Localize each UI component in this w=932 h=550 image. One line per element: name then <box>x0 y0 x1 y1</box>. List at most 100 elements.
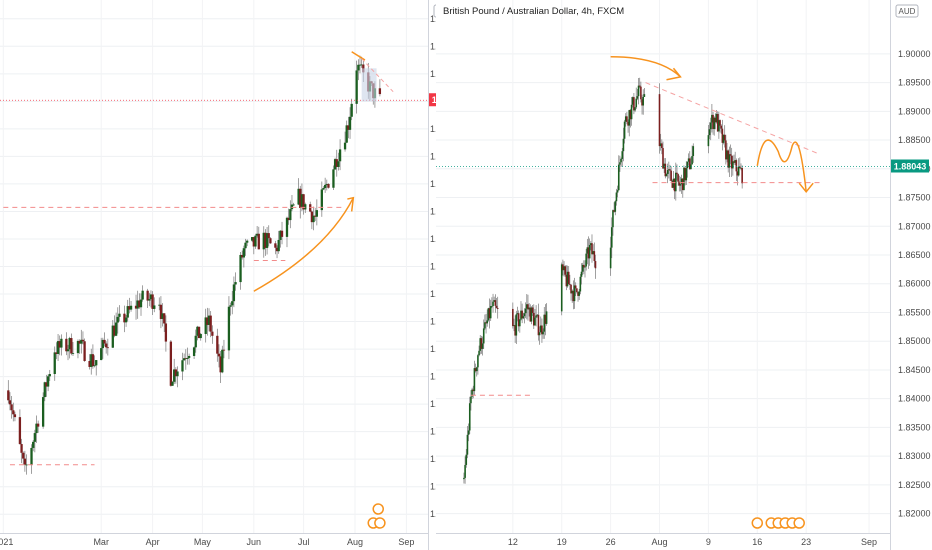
daily-candle-body <box>71 353 75 354</box>
daily-time-tick: May <box>194 537 212 547</box>
daily-candle-body <box>206 317 209 325</box>
h4-time-axis[interactable]: 12 19 26 Aug 9 16 23 Sep <box>436 533 890 548</box>
h4-price-tick: 1.85000 <box>898 336 931 346</box>
h4-candle-body <box>572 290 575 302</box>
h4-candle-body <box>466 434 469 455</box>
daily-candle-body <box>292 204 295 206</box>
h4-candle-body <box>729 154 732 156</box>
h4-candle-body <box>691 156 693 165</box>
daily-candle-body <box>114 322 118 336</box>
h4-candle-body <box>659 143 662 147</box>
daily-candle-body <box>164 323 168 342</box>
daily-candle-body <box>151 294 154 309</box>
h4-price-tick: 1.85500 <box>898 307 931 317</box>
daily-candle-body <box>211 331 214 336</box>
daily-candle-body <box>123 313 126 323</box>
daily-candle-body <box>187 355 191 358</box>
h4-candle-body <box>579 276 582 292</box>
h4-unit-label: AUD <box>899 7 916 16</box>
h4-candle-body <box>643 94 646 97</box>
h4-candle-body <box>620 158 622 163</box>
h4-time-tick: 23 <box>801 537 811 547</box>
h4-candle-body <box>484 322 486 329</box>
daily-candle-body <box>244 242 247 249</box>
h4-candle-body <box>670 170 672 181</box>
h4-candle-body <box>532 312 535 326</box>
h4-candle-body <box>581 264 584 272</box>
h4-candle-body <box>584 266 586 268</box>
h4-candle-body <box>668 169 670 171</box>
h4-candle-body <box>567 271 570 285</box>
daily-candle-body <box>80 339 83 344</box>
h4-candle-body <box>521 310 523 319</box>
daily-candle-body <box>275 247 279 252</box>
h4-candle-body <box>641 99 643 106</box>
daily-candle-body <box>101 339 105 349</box>
h4-candle-body <box>472 389 475 392</box>
h4-candle-body <box>638 85 641 87</box>
daily-candle-body <box>138 300 141 308</box>
h4-chart-panel[interactable] <box>436 0 890 533</box>
daily-time-tick: Jun <box>247 537 262 547</box>
daily-candle-body <box>153 305 156 309</box>
h4-price-tick: 1.89500 <box>898 78 931 88</box>
h4-candle-body <box>692 146 695 157</box>
daily-chart-panel[interactable] <box>0 0 428 533</box>
h4-candle-body <box>677 174 679 182</box>
event-icon <box>374 517 386 529</box>
daily-candle-body <box>90 354 93 367</box>
h4-candle-body <box>481 343 484 349</box>
daily-candle-body <box>350 103 353 117</box>
daily-candle-body <box>158 304 161 306</box>
daily-candle-body <box>186 357 189 359</box>
daily-candle-body <box>174 369 177 377</box>
h4-candle-body <box>666 170 669 174</box>
daily-candle-body <box>358 64 362 66</box>
h4-candle-body <box>486 320 489 324</box>
h4-candle-body <box>516 313 519 315</box>
h4-candle-body <box>536 314 539 316</box>
h4-price-axis[interactable]: 1.900001.895001.890001.885001.880001.875… <box>890 0 931 550</box>
daily-candle-body <box>124 317 128 323</box>
h4-candle-body <box>594 261 597 269</box>
daily-candle-body <box>357 64 360 71</box>
h4-candle-body <box>489 306 492 319</box>
h4-price-tick: 1.82500 <box>898 480 931 490</box>
h4-candle-body <box>687 158 690 162</box>
h4-candle-body <box>580 271 583 277</box>
h4-candle-body <box>734 160 736 163</box>
h4-candle-body <box>741 167 743 184</box>
daily-time-axis[interactable]: 2021 Mar Apr May Jun Jul Aug Sep <box>0 533 428 548</box>
h4-candle-body <box>609 247 612 269</box>
h4-candle-body <box>534 317 536 326</box>
daily-candle-body <box>171 381 174 386</box>
h4-candle-body <box>528 307 530 310</box>
h4-last-price-badge <box>891 159 929 173</box>
daily-candle-body <box>277 239 280 252</box>
daily-candle-body <box>297 188 300 205</box>
h4-candle-body <box>709 122 712 130</box>
daily-candle-body <box>315 210 319 217</box>
h4-candle-body <box>628 110 631 126</box>
daily-candle-body <box>217 353 221 357</box>
h4-candle-body <box>737 166 740 176</box>
daily-candle-body <box>103 339 106 344</box>
h4-candle-body <box>720 125 723 129</box>
h4-candle-body <box>635 98 638 108</box>
daily-candle-body <box>216 335 219 354</box>
daily-candle-body <box>338 149 342 162</box>
h4-candle-body <box>535 315 537 318</box>
h4-candle-body <box>637 85 640 97</box>
h4-candle-body <box>468 403 471 431</box>
h4-candle-body <box>679 184 682 186</box>
daily-candle-body <box>314 215 317 217</box>
daily-candle-body <box>207 315 211 325</box>
h4-candle-body <box>517 313 520 327</box>
daily-candle-body <box>46 376 50 387</box>
h4-candle-body <box>463 477 465 480</box>
daily-candle-body <box>199 333 202 339</box>
daily-candle-body <box>219 356 222 373</box>
h4-candle-body <box>494 300 497 306</box>
h4-candle-body <box>678 181 681 186</box>
